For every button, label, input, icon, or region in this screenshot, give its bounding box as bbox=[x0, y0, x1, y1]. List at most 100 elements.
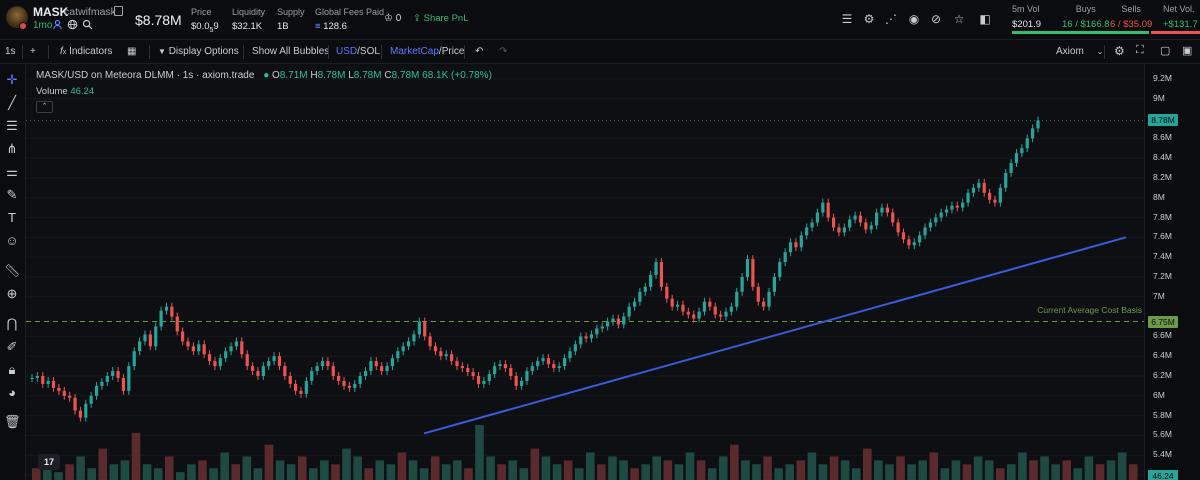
volume-bar bbox=[851, 468, 861, 480]
display-options-button[interactable]: ▼ Display Options bbox=[158, 46, 239, 57]
candle bbox=[433, 346, 438, 352]
share-pnl-button[interactable]: ⇪ Share PnL bbox=[413, 13, 469, 24]
search-icon[interactable] bbox=[82, 19, 93, 30]
lock-icon[interactable]: 🔒︎ bbox=[8, 362, 16, 377]
volume-bar bbox=[264, 444, 274, 480]
candle bbox=[261, 366, 265, 376]
candle bbox=[767, 291, 771, 307]
eye-off-icon[interactable]: ◉ bbox=[908, 12, 920, 26]
volume-bar bbox=[619, 460, 628, 480]
volume-bar bbox=[763, 456, 772, 480]
price-tick-label: 6.2M bbox=[1153, 370, 1172, 380]
mcap-price-toggle[interactable]: MarketCap/Price bbox=[390, 46, 465, 57]
settings-icon[interactable]: ⚙ bbox=[863, 12, 875, 26]
candle bbox=[923, 227, 927, 236]
price-chart[interactable] bbox=[26, 64, 1144, 480]
candle bbox=[116, 371, 120, 378]
lock-drawings-icon[interactable]: ✐ bbox=[6, 339, 18, 354]
provider-selector[interactable]: Axiom ⌄ bbox=[1056, 46, 1104, 57]
candle bbox=[907, 239, 911, 246]
undo-icon[interactable]: ↶ bbox=[475, 46, 484, 57]
candle bbox=[154, 326, 158, 347]
tradingview-logo[interactable]: 17 bbox=[38, 454, 60, 470]
magnet-icon[interactable]: ⋂ bbox=[6, 316, 18, 331]
candle bbox=[891, 212, 895, 223]
fib-tool-icon[interactable]: ⚌ bbox=[6, 164, 18, 179]
stat-label: Liquidity bbox=[232, 7, 266, 17]
volume-bar bbox=[209, 468, 218, 480]
candle bbox=[702, 301, 707, 312]
volume-bar bbox=[685, 452, 695, 480]
buys-stat: Buys 16 / $166.8 bbox=[1062, 4, 1110, 30]
screenshot-icon[interactable]: ▣ bbox=[1182, 45, 1193, 57]
candle bbox=[778, 262, 782, 277]
candle bbox=[89, 395, 93, 404]
indicators-button[interactable]: fx Indicators bbox=[60, 46, 113, 57]
horizontal-lines-icon[interactable]: ☰ bbox=[6, 118, 18, 133]
candle bbox=[649, 274, 653, 287]
user-icon[interactable] bbox=[52, 19, 63, 30]
candle bbox=[288, 376, 292, 384]
copy-icon[interactable] bbox=[114, 6, 123, 16]
candle bbox=[406, 341, 411, 347]
chart-canvas[interactable] bbox=[26, 64, 1144, 480]
globe-icon[interactable] bbox=[67, 19, 78, 30]
candle bbox=[831, 217, 836, 228]
candle bbox=[111, 371, 115, 376]
eye-slash-icon[interactable]: ⊘ bbox=[930, 12, 942, 26]
price-tick-label: 5.4M bbox=[1153, 449, 1172, 460]
candle bbox=[186, 341, 190, 347]
star-icon[interactable]: ☆ bbox=[953, 12, 965, 26]
candle bbox=[568, 351, 572, 359]
currency-toggle[interactable]: USD/SOL bbox=[336, 46, 380, 57]
redo-icon[interactable]: ↷ bbox=[499, 46, 508, 57]
candle bbox=[805, 227, 809, 236]
ruler-icon[interactable]: 📏︎ bbox=[4, 263, 21, 278]
status-dot-icon: ● bbox=[263, 70, 270, 81]
volume-bar bbox=[1051, 464, 1060, 480]
volume-bar bbox=[397, 452, 407, 480]
candle bbox=[503, 364, 508, 369]
volume-bar bbox=[586, 452, 595, 480]
price-tick-label: 7.8M bbox=[1153, 211, 1172, 222]
volume-bar bbox=[297, 456, 307, 480]
trendline-tool-icon[interactable]: ╱ bbox=[8, 95, 16, 110]
candle bbox=[912, 242, 916, 246]
volume-bar bbox=[32, 468, 41, 480]
candle bbox=[30, 377, 34, 379]
crown-count[interactable]: ♔ 0 bbox=[384, 13, 402, 24]
volume-bar bbox=[541, 456, 551, 480]
eye-icon[interactable]: ◕ bbox=[8, 385, 16, 400]
price-axis[interactable]: 9.2M 9M 8.6M 8.4M 8.2M 8M 7.8M 7.6M 7.4M 7.2M 7M 6.… bbox=[1144, 64, 1200, 480]
collapse-legend-button[interactable]: ⌃ bbox=[36, 101, 53, 113]
layout-icon[interactable]: ◧ bbox=[979, 12, 991, 26]
candle bbox=[546, 358, 551, 365]
trash-icon[interactable]: 🗑︎ bbox=[4, 414, 21, 429]
interval-selector[interactable]: 1s bbox=[5, 46, 16, 57]
brush-icon[interactable]: ✎ bbox=[6, 187, 18, 202]
fullscreen-icon[interactable]: ⛶ bbox=[1136, 44, 1144, 56]
text-tool-icon[interactable]: T bbox=[8, 210, 16, 225]
caret-down-icon: ▼ bbox=[158, 47, 166, 56]
settings-icon[interactable]: ⚙ bbox=[1114, 44, 1125, 58]
volume-bar bbox=[563, 460, 573, 480]
volume-bar bbox=[796, 460, 806, 480]
emoji-icon[interactable]: ☺ bbox=[5, 233, 19, 248]
maximize-icon[interactable]: ▢ bbox=[1160, 45, 1171, 57]
list-icon[interactable]: ☰ bbox=[841, 12, 853, 26]
crosshair-icon[interactable]: ✛ bbox=[6, 72, 18, 87]
stat-price: Price $0.059 bbox=[191, 7, 219, 34]
show-bubbles-button[interactable]: Show All Bubbles bbox=[252, 46, 330, 57]
stat-label: Global Fees Paid bbox=[315, 7, 385, 17]
candle bbox=[622, 316, 626, 325]
candle bbox=[229, 346, 233, 352]
layouts-icon[interactable]: ▦ bbox=[127, 46, 137, 57]
zoom-in-icon[interactable]: ⊕ bbox=[6, 286, 18, 301]
candle bbox=[423, 321, 427, 337]
five-min-volume: 5m Vol $201.9 bbox=[1012, 4, 1041, 30]
volume-bar bbox=[552, 464, 562, 480]
share-nodes-icon[interactable]: ⋰ bbox=[885, 12, 897, 26]
add-symbol-icon[interactable]: + bbox=[30, 46, 36, 57]
candle bbox=[267, 361, 271, 367]
pitchfork-icon[interactable]: ⋔ bbox=[6, 141, 18, 156]
